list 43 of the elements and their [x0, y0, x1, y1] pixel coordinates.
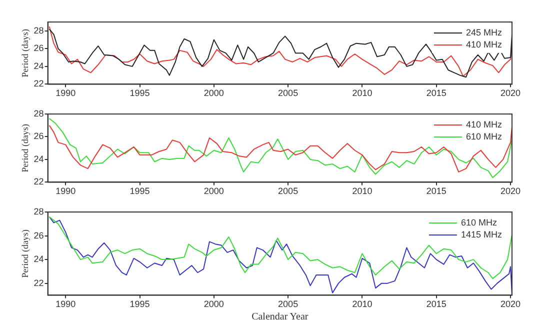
y-axis-title: Period (days)	[20, 229, 30, 278]
x-tick-label: 1990	[56, 88, 76, 98]
y-tick-label: 24	[34, 254, 44, 264]
y-tick-label: 26	[34, 230, 44, 240]
y-tick-label: 26	[34, 131, 44, 142]
y-tick-label: 24	[34, 154, 44, 164]
x-tick-label: 1990	[56, 186, 76, 196]
x-tick-label: 2015	[426, 299, 446, 310]
x-tick-label: 2005	[278, 186, 298, 196]
x-tick-label: 2010	[352, 186, 372, 196]
x-tick-label: 2010	[352, 299, 372, 310]
y-axis-title: Period (days)	[20, 124, 30, 172]
x-tick-label: 2000	[204, 88, 224, 98]
x-tick-label: 2000	[204, 186, 224, 196]
x-tick-label: 2015	[426, 88, 446, 98]
legend-label: 610 MHz	[460, 217, 498, 228]
x-tick-label: 2020	[500, 186, 521, 196]
x-tick-label: 1995	[130, 299, 150, 310]
x-axis-title: Calendar Year	[252, 312, 309, 323]
y-tick-label: 28	[34, 25, 44, 36]
x-tick-label: 2010	[352, 88, 372, 98]
legend-label: 610 MHz	[466, 131, 502, 142]
y-tick-label: 22	[34, 278, 44, 288]
y-tick-label: 22	[34, 78, 44, 89]
x-tick-label: 2005	[278, 88, 298, 98]
x-tick-label: 2005	[278, 299, 298, 310]
x-tick-label: 2020	[500, 299, 521, 310]
legend-label: 410 MHz	[466, 119, 502, 130]
y-tick-label: 22	[34, 176, 44, 187]
y-tick-label: 26	[34, 43, 44, 54]
x-tick-label: 2015	[426, 186, 446, 196]
legend-label: 1415 MHz	[460, 229, 502, 240]
x-tick-label: 2020	[500, 88, 521, 98]
y-tick-label: 28	[34, 206, 44, 216]
y-axis-title: Period (days)	[20, 28, 30, 78]
x-tick-label: 1990	[56, 299, 76, 310]
x-tick-label: 1995	[130, 88, 150, 98]
legend-label: 245 MHz	[466, 27, 502, 38]
legend-label: 410 MHz	[466, 39, 502, 50]
x-tick-label: 1995	[130, 186, 150, 196]
y-tick-label: 24	[34, 60, 44, 71]
x-tick-label: 2000	[204, 299, 224, 310]
y-tick-label: 28	[34, 108, 44, 118]
